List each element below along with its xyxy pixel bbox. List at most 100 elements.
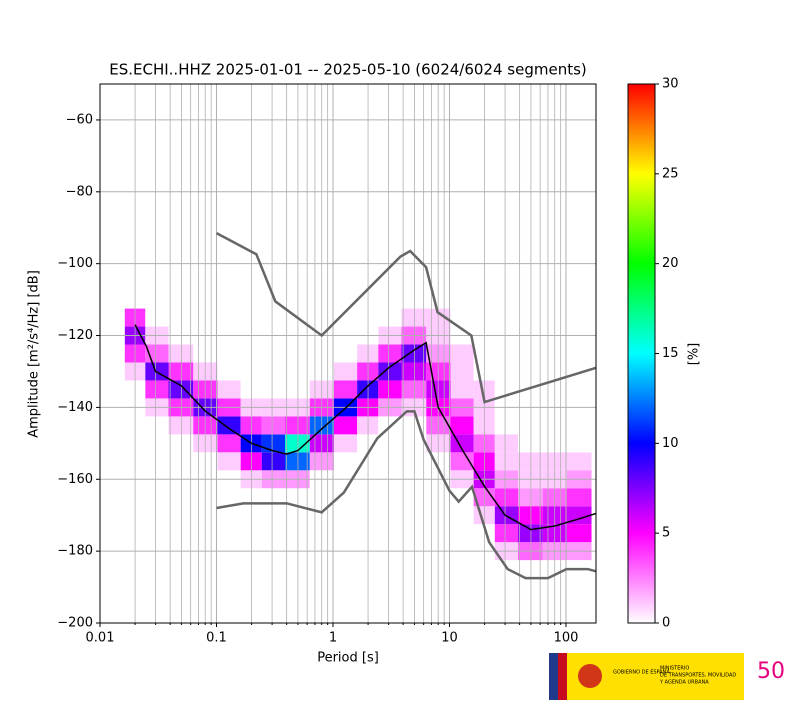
heat-cell: [145, 452, 169, 471]
heat-cell: [145, 506, 169, 525]
heat-cell: [285, 524, 310, 543]
heat-cell: [168, 362, 194, 381]
heat-cell: [145, 524, 169, 543]
heat-cell: [217, 524, 241, 543]
heat-cell: [145, 416, 169, 435]
heat-cell: [566, 434, 592, 453]
heat-cell: [333, 452, 358, 471]
heat-cell: [517, 416, 543, 435]
heat-cell: [517, 434, 543, 453]
heat-cell: [261, 452, 285, 471]
heat-cell: [285, 344, 310, 363]
heat-cell: [333, 344, 358, 363]
heat-cell: [285, 416, 310, 435]
heat-cell: [494, 524, 518, 543]
heat-cell: [494, 308, 518, 327]
heat-cell: [494, 344, 518, 363]
heat-cell: [494, 488, 518, 507]
heat-cell: [145, 308, 169, 327]
heat-cell: [168, 344, 194, 363]
heat-cell: [401, 488, 427, 507]
heat-cell: [217, 380, 241, 399]
heat-cell: [517, 488, 543, 507]
heat-cell: [261, 524, 285, 543]
heat-cell: [378, 434, 402, 453]
heat-cell: [566, 524, 592, 543]
heat-cell: [168, 416, 194, 435]
colorbar-tick-label: 5: [662, 526, 670, 541]
heat-cell: [566, 308, 592, 327]
heat-cell: [378, 488, 402, 507]
heat-cell: [168, 308, 194, 327]
heat-cell: [401, 452, 427, 471]
colorbar-tick-label: 15: [662, 346, 679, 361]
ministry-text: DE TRANSPORTES, MOVILIDAD: [660, 673, 736, 679]
heat-cell: [168, 524, 194, 543]
heat-cell: [517, 452, 543, 471]
heat-cell: [378, 344, 402, 363]
heat-cell: [378, 308, 402, 327]
heat-cell: [285, 488, 310, 507]
coat-of-arms: [578, 664, 602, 688]
y-tick-label: −120: [57, 328, 93, 343]
heat-cell: [401, 380, 427, 399]
heat-cell: [168, 380, 194, 399]
heat-cell: [450, 308, 474, 327]
heat-cell: [333, 308, 358, 327]
heat-cell: [450, 380, 474, 399]
heat-cell: [378, 506, 402, 525]
x-tick-label: 100: [554, 631, 579, 646]
heat-cell: [333, 434, 358, 453]
heat-cell: [261, 380, 285, 399]
colorbar-tick-label: 25: [662, 166, 679, 181]
series-line: [216, 410, 596, 580]
heat-cell: [566, 488, 592, 507]
heat-cell: [333, 524, 358, 543]
heat-cell: [261, 308, 285, 327]
heat-cell: [450, 506, 474, 525]
heat-cell: [285, 506, 310, 525]
heat-cell: [517, 308, 543, 327]
flag-stripe: [558, 653, 567, 700]
heat-cell: [285, 362, 310, 381]
heat-cell: [285, 434, 310, 453]
colorbar-tick-label: 10: [662, 436, 679, 451]
gov-text: GOBIERNO DE ESPAÑA: [613, 669, 670, 676]
colorbar-tick-label: 20: [662, 256, 679, 271]
chart-title: ES.ECHI..HHZ 2025-01-01 -- 2025-05-10 (6…: [109, 61, 587, 79]
y-tick-label: −80: [66, 184, 93, 199]
heat-cell: [145, 488, 169, 507]
heat-cell: [378, 524, 402, 543]
heat-cell: [401, 344, 427, 363]
heat-cell: [517, 506, 543, 525]
colorbar-tick-label: 30: [662, 77, 679, 92]
colorbar: [627, 83, 656, 624]
y-axis-label: Amplitude [m²/s⁴/Hz] [dB]: [27, 270, 42, 438]
heat-cell: [401, 506, 427, 525]
x-axis-label: Period [s]: [317, 651, 379, 666]
x-tick-label: 0.1: [206, 631, 227, 646]
heat-cell: [378, 380, 402, 399]
heat-cell: [217, 344, 241, 363]
x-tick-label: 10: [441, 631, 458, 646]
heat-cell: [261, 362, 285, 381]
heat-cell: [217, 488, 241, 507]
heat-cell: [333, 506, 358, 525]
heat-cell: [261, 344, 285, 363]
heat-cell: [333, 416, 358, 435]
heat-cell: [494, 362, 518, 381]
series-line: [134, 324, 596, 531]
heat-cell: [401, 524, 427, 543]
heat-cell: [285, 380, 310, 399]
ministry-text: Y AGENDA URBANA: [659, 680, 709, 686]
y-tick-label: −160: [57, 472, 93, 487]
colorbar-tick-label: 0: [662, 616, 670, 631]
x-tick-label: 1: [329, 631, 337, 646]
heat-cell: [261, 434, 285, 453]
heat-cell: [378, 452, 402, 471]
heat-cell: [168, 434, 194, 453]
heat-cell: [168, 488, 194, 507]
heat-cell: [401, 362, 427, 381]
heat-cell: [333, 380, 358, 399]
